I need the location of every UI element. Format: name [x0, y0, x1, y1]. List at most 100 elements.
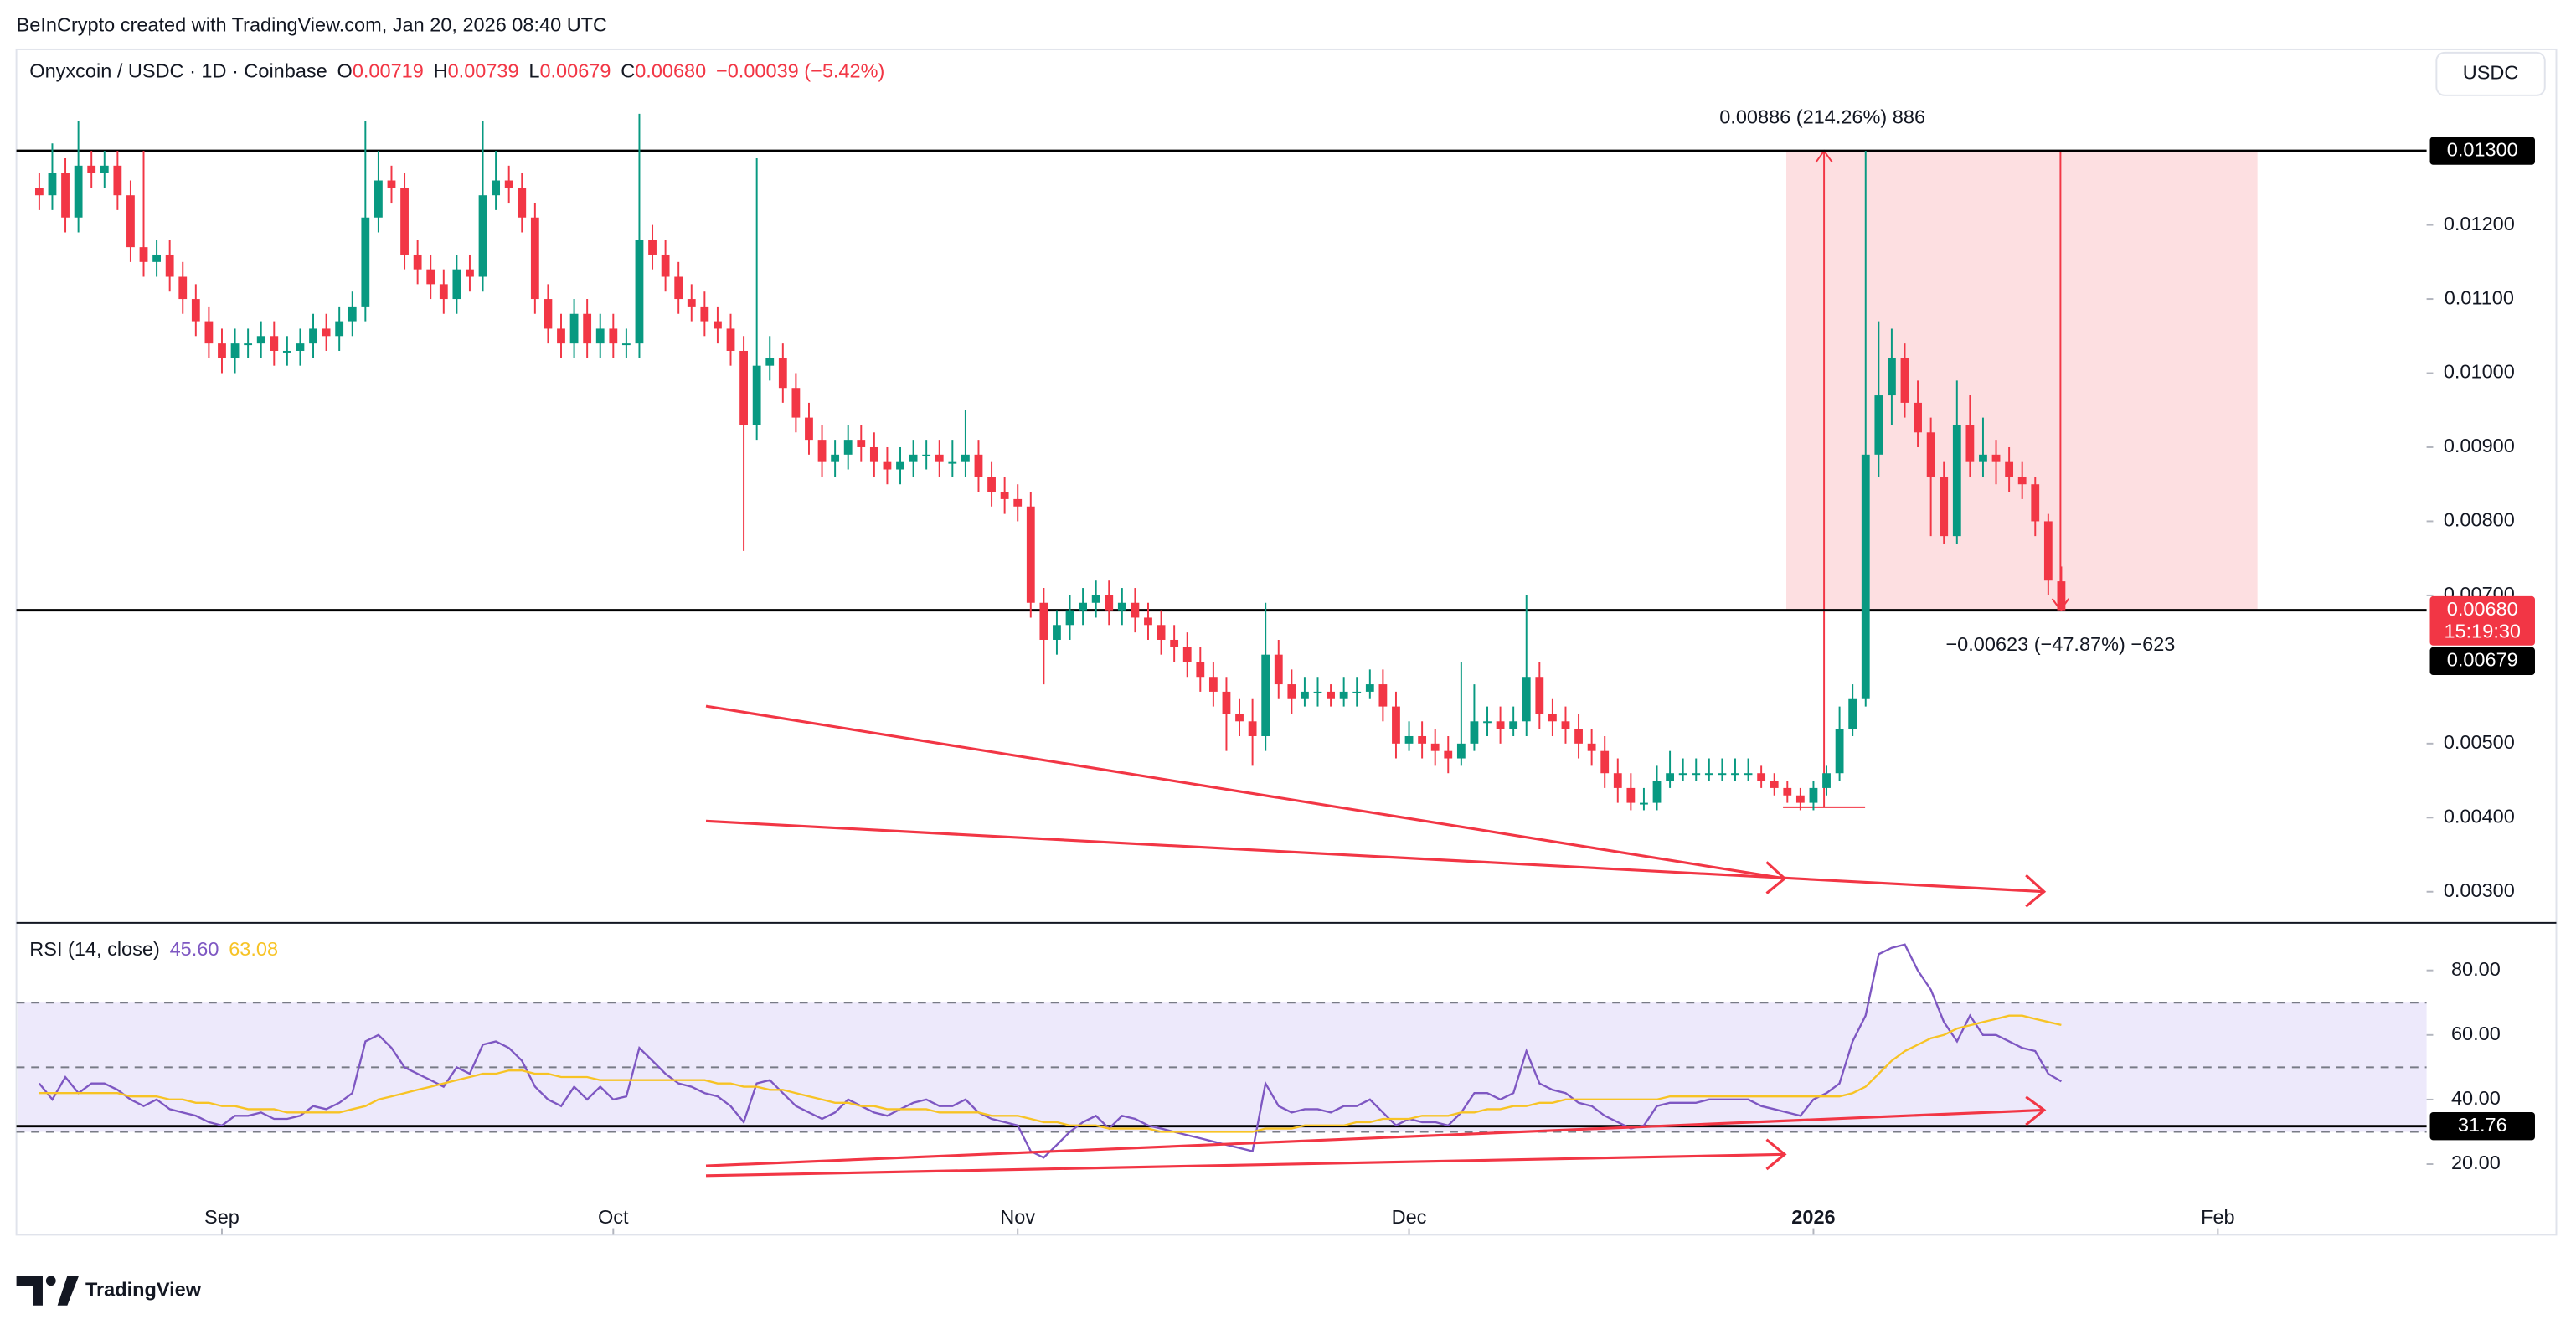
logo-mark — [57, 1276, 80, 1306]
arrow-head — [1765, 1138, 1787, 1171]
candle-body — [1965, 425, 1975, 462]
y-tick-label: 60.00 — [2451, 1023, 2501, 1044]
candle-body — [1718, 773, 1727, 776]
candle-body — [1261, 654, 1270, 736]
candle-body — [165, 254, 174, 277]
candle-body — [1731, 773, 1739, 776]
candle-body — [714, 321, 722, 329]
candle-body — [1144, 617, 1152, 626]
candle-body — [1991, 454, 2001, 462]
price-label: 31.76 — [2458, 1114, 2507, 1136]
candle-body — [1456, 743, 1466, 759]
symbol: Onyxcoin / USDC · 1D · Coinbase — [29, 60, 327, 82]
candle-body — [909, 454, 918, 462]
candle-body — [48, 173, 57, 196]
candle-body — [1026, 506, 1035, 603]
candle-body — [478, 195, 487, 277]
candle-body — [974, 454, 983, 477]
candle-body — [1235, 714, 1244, 722]
candle-body — [1861, 454, 1870, 699]
candle-body — [1339, 691, 1348, 699]
trend-line — [705, 1152, 1785, 1178]
candle-body — [1979, 454, 1987, 462]
candle-body — [1914, 402, 1922, 433]
y-tick-label: 0.00500 — [2444, 731, 2515, 753]
candle-body — [1000, 492, 1009, 499]
candle-body — [178, 276, 188, 300]
candle-body — [1196, 662, 1205, 678]
currency-button[interactable] — [2435, 51, 2546, 96]
ohlc-value: 0.00739 — [448, 60, 519, 82]
x-tick-label: Dec — [1392, 1206, 1427, 1228]
candle-body — [765, 358, 775, 366]
candle-body — [1105, 595, 1114, 611]
candle-body — [152, 254, 161, 262]
candle-body — [2031, 484, 2040, 522]
candle-body — [1301, 691, 1309, 699]
logo-mark — [16, 1276, 43, 1306]
candle-body — [413, 254, 422, 270]
candle-body — [387, 180, 396, 188]
ohlc-value: 0.00680 — [635, 60, 706, 82]
rsi-band — [18, 1002, 2427, 1132]
candle-body — [1952, 425, 1961, 537]
candle-body — [1327, 691, 1335, 699]
candle-body — [1587, 743, 1596, 751]
countdown: 15:19:30 — [2444, 620, 2521, 642]
candle-body — [661, 254, 670, 277]
candle-body — [1131, 602, 1140, 618]
candle-body — [648, 240, 657, 255]
candle-body — [1352, 691, 1362, 693]
y-tick-label: 0.00800 — [2444, 509, 2515, 531]
candle-body — [1053, 625, 1061, 640]
y-tick-label: 0.00300 — [2444, 879, 2515, 901]
candle-body — [726, 328, 735, 351]
candle-body — [1430, 743, 1440, 751]
chart-frame — [15, 48, 2558, 1236]
candle-body — [1626, 787, 1636, 803]
candle-body — [34, 188, 44, 196]
candle-body — [1522, 677, 1531, 722]
x-tick-label: Nov — [1000, 1206, 1035, 1228]
candle-body — [1795, 795, 1805, 803]
price-label-box — [2429, 647, 2535, 676]
candle-body — [1613, 773, 1622, 788]
legend-item: 63.08 — [229, 938, 278, 960]
candle-body — [1117, 602, 1126, 611]
candle-body — [1900, 358, 1909, 403]
ohlc-value: 0.00679 — [539, 60, 611, 82]
candle-body — [739, 350, 748, 425]
legend-item: 45.60 — [170, 938, 219, 960]
candle-body — [518, 188, 527, 218]
candle-body — [1704, 773, 1713, 776]
candle-body — [1600, 750, 1610, 774]
candle-body — [935, 454, 944, 462]
candle-body — [1248, 721, 1257, 736]
candle-body — [1470, 721, 1479, 744]
candle-body — [544, 299, 553, 329]
x-tick-label: Sep — [204, 1206, 240, 1228]
y-tick-label: 0.00900 — [2444, 435, 2515, 456]
candle-body — [361, 217, 370, 307]
measure-label: −0.00623 (−47.87%) −623 — [1945, 633, 2175, 655]
candle-body — [621, 343, 631, 346]
candle-body — [1640, 802, 1648, 805]
candle-body — [1444, 750, 1453, 759]
candle-body — [87, 165, 96, 173]
candle-body — [466, 269, 474, 277]
candle-body — [1678, 773, 1687, 776]
candle-body — [256, 336, 265, 344]
y-tick-label: 0.01200 — [2444, 213, 2515, 234]
candle-body — [61, 173, 70, 218]
currency[interactable]: USDC — [2463, 62, 2519, 84]
candle-body — [687, 299, 696, 307]
candle-body — [817, 440, 827, 462]
candle-body — [1170, 639, 1179, 647]
candle-body — [1496, 721, 1505, 729]
candle-body — [100, 165, 109, 173]
candle-body — [348, 306, 357, 322]
candle-body — [752, 365, 761, 425]
candle-body — [139, 247, 148, 262]
candle-body — [530, 217, 539, 300]
candle-body — [1313, 691, 1322, 693]
